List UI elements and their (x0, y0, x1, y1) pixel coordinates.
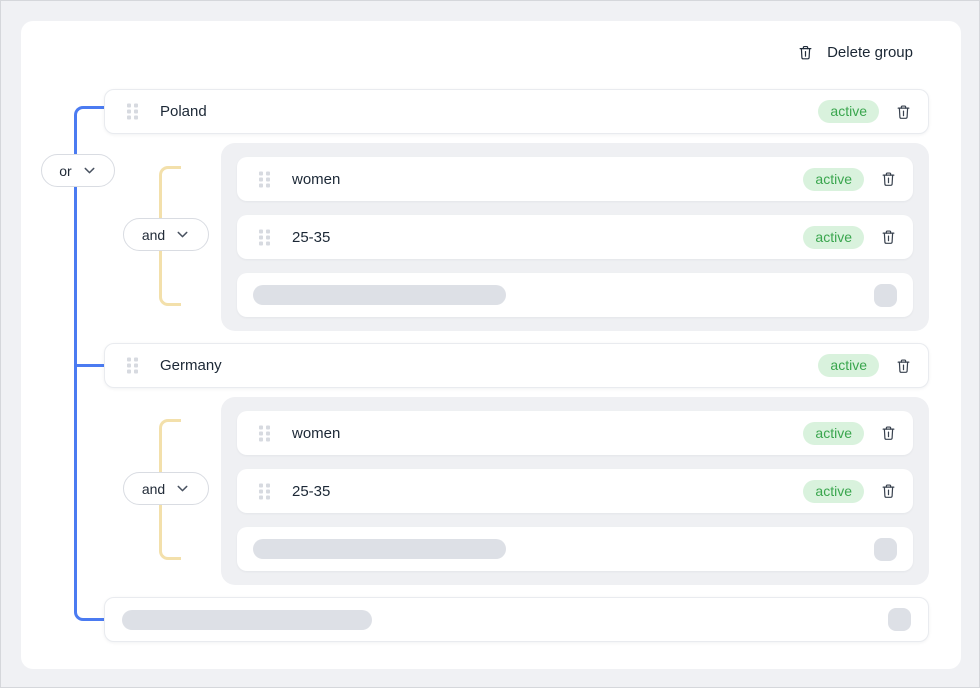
trash-icon (880, 228, 897, 246)
group-operator-select[interactable]: and (123, 472, 209, 505)
status-badge: active (818, 100, 879, 123)
condition-label: Poland (160, 103, 207, 120)
group-operator-value: and (141, 226, 166, 243)
delete-condition-button[interactable] (880, 482, 897, 500)
root-operator-value: or (59, 162, 72, 179)
status-badge: active (803, 167, 864, 191)
drag-handle[interactable] (126, 357, 139, 374)
condition-row: 25-35 active (237, 469, 913, 513)
condition-label: 25-35 (292, 228, 331, 246)
delete-condition-button[interactable] (880, 228, 897, 246)
condition-row: Germany active (104, 343, 929, 388)
or-group-branch-line (74, 363, 104, 367)
trash-icon (880, 424, 897, 442)
condition-label: Germany (160, 357, 222, 374)
drag-handle[interactable] (126, 103, 139, 120)
root-operator-select[interactable]: or (41, 154, 115, 187)
status-badge: active (818, 354, 879, 377)
chevron-down-icon (175, 481, 190, 496)
chevron-down-icon (82, 163, 97, 178)
skeleton-text-bar (253, 539, 506, 559)
drag-handle[interactable] (258, 425, 271, 442)
group-operator-select[interactable]: and (123, 218, 209, 251)
rule-group-panel: Delete group or and and (21, 21, 961, 669)
delete-group-label: Delete group (827, 44, 913, 61)
delete-condition-button[interactable] (880, 424, 897, 442)
status-badge: active (803, 479, 864, 503)
placeholder-row (237, 527, 913, 571)
drag-handle[interactable] (258, 483, 271, 500)
skeleton-text-bar (122, 609, 372, 630)
nested-and-group: women active 25-35 active (221, 397, 929, 585)
delete-condition-button[interactable] (895, 357, 912, 375)
skeleton-action-circle (888, 608, 911, 631)
trash-icon (880, 482, 897, 500)
delete-condition-button[interactable] (895, 103, 912, 121)
trash-icon (797, 43, 814, 62)
condition-row: women active (237, 157, 913, 201)
drag-handle[interactable] (258, 229, 271, 246)
trash-icon (895, 357, 912, 375)
delete-group-button[interactable]: Delete group (797, 43, 913, 62)
condition-row: Poland active (104, 89, 929, 134)
delete-condition-button[interactable] (880, 170, 897, 188)
trash-icon (895, 103, 912, 121)
status-badge: active (803, 225, 864, 249)
condition-label: 25-35 (292, 482, 331, 500)
skeleton-text-bar (253, 285, 506, 305)
group-operator-value: and (141, 480, 166, 497)
trash-icon (880, 170, 897, 188)
skeleton-action-circle (874, 537, 897, 561)
condition-row: 25-35 active (237, 215, 913, 259)
drag-handle[interactable] (258, 171, 271, 188)
nested-and-group: women active 25-35 active (221, 143, 929, 331)
placeholder-row (237, 273, 913, 317)
skeleton-action-circle (874, 283, 897, 307)
condition-label: women (292, 424, 341, 442)
condition-row: women active (237, 411, 913, 455)
condition-label: women (292, 170, 341, 188)
chevron-down-icon (175, 227, 190, 242)
placeholder-row (104, 597, 929, 642)
status-badge: active (803, 421, 864, 445)
